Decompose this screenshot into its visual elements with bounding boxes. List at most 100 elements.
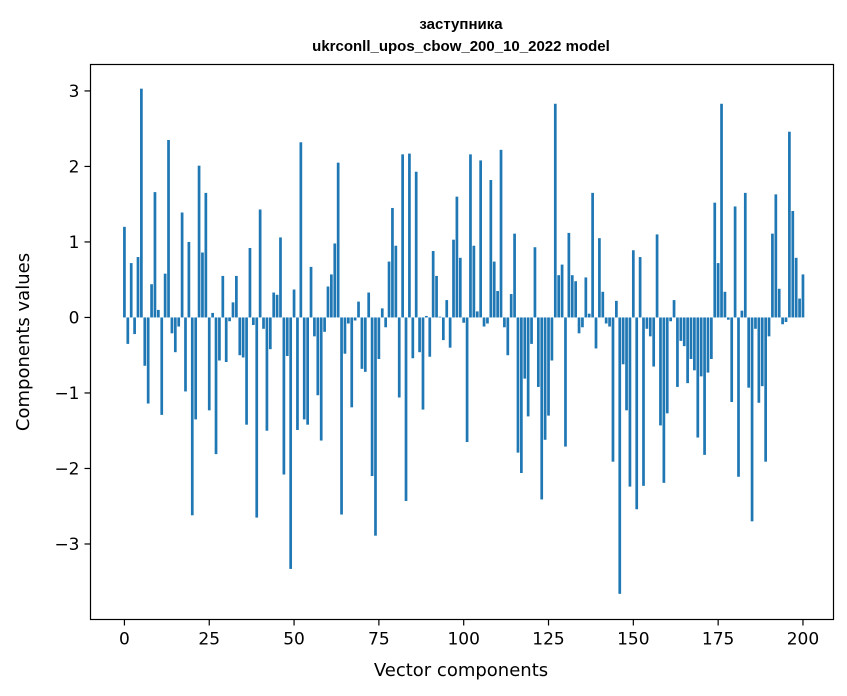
y-tick-label: 0 [69, 308, 80, 328]
bar-110 [496, 291, 499, 318]
bar-114 [509, 294, 513, 318]
bar-132 [570, 275, 574, 318]
bar-67 [350, 317, 354, 408]
bar-47 [282, 317, 286, 475]
bar-170 [699, 317, 703, 377]
bar-150 [631, 250, 635, 318]
bar-56 [313, 317, 316, 337]
bar-37 [248, 247, 252, 318]
y-tick-label: 3 [69, 82, 80, 102]
bar-59 [323, 317, 326, 332]
bar-112 [503, 317, 506, 328]
bar-96 [448, 317, 452, 348]
bar-195 [784, 317, 788, 322]
bar-199 [798, 298, 801, 318]
bar-167 [689, 317, 693, 359]
bar-39 [255, 317, 259, 518]
bar-149 [628, 317, 632, 487]
bar-8 [150, 284, 153, 318]
bar-76 [380, 308, 384, 318]
y-tick-label: −2 [54, 459, 79, 479]
bar-16 [177, 317, 181, 327]
bar-164 [679, 317, 683, 341]
bar-141 [601, 291, 605, 318]
bar-57 [316, 317, 320, 396]
bar-128 [557, 275, 561, 318]
bar-115 [513, 233, 516, 318]
bar-98 [455, 196, 459, 318]
bar-193 [777, 288, 781, 318]
y-ticks-group: −3 −2 −1 0 1 2 3 [54, 82, 91, 555]
bar-19 [187, 241, 191, 318]
bar-124 [543, 317, 547, 440]
bar-196 [788, 131, 791, 318]
bar-4 [136, 257, 140, 318]
bar-49 [289, 317, 293, 569]
bar-194 [781, 317, 784, 325]
bar-106 [482, 317, 486, 327]
bar-103 [472, 245, 476, 318]
bar-83 [404, 317, 408, 501]
bar-174 [713, 202, 717, 318]
bar-117 [520, 317, 523, 474]
x-tick-label: 125 [532, 630, 564, 650]
bar-23 [201, 252, 204, 318]
bar-127 [553, 103, 557, 318]
bar-188 [760, 317, 764, 387]
bar-173 [710, 317, 713, 359]
bar-153 [642, 317, 645, 486]
bar-1 [126, 317, 130, 344]
x-tick-label: 175 [702, 630, 734, 650]
bar-109 [492, 261, 496, 318]
bar-58 [319, 317, 323, 441]
bar-15 [173, 317, 177, 353]
bar-198 [794, 257, 798, 318]
bar-120 [530, 317, 533, 344]
bar-77 [384, 317, 388, 328]
bar-55 [309, 266, 313, 318]
bar-71 [363, 317, 367, 372]
bar-197 [791, 210, 795, 318]
bar-46 [279, 237, 282, 318]
bar-63 [336, 162, 340, 318]
bar-51 [296, 317, 299, 430]
bar-104 [475, 311, 479, 318]
x-tick-label: 200 [787, 630, 819, 650]
y-tick-label: −1 [54, 384, 79, 404]
bar-190 [767, 317, 771, 337]
bar-147 [621, 317, 625, 365]
bar-184 [747, 317, 751, 388]
bar-102 [469, 154, 472, 318]
bar-93 [438, 316, 442, 318]
bar-187 [757, 317, 761, 403]
bar-143 [608, 317, 611, 327]
bar-119 [526, 317, 530, 417]
bar-108 [489, 180, 493, 318]
bar-10 [157, 309, 160, 318]
bar-22 [197, 165, 201, 318]
bar-122 [536, 317, 540, 387]
bar-179 [730, 317, 734, 403]
x-tick-label: 100 [447, 630, 479, 650]
bar-73 [370, 317, 374, 477]
bar-36 [245, 317, 248, 425]
bar-45 [275, 294, 279, 318]
bar-130 [564, 317, 567, 447]
bar-178 [726, 317, 730, 320]
bar-142 [604, 317, 608, 324]
x-tick-label: 75 [368, 630, 390, 650]
bar-53 [302, 317, 306, 420]
y-axis-label: Components values [13, 253, 34, 431]
bar-79 [391, 207, 394, 318]
bar-138 [591, 192, 594, 318]
bar-126 [550, 317, 554, 361]
bar-148 [625, 317, 628, 411]
bar-72 [367, 292, 371, 318]
bar-91 [431, 251, 435, 318]
bar-160 [665, 317, 669, 414]
bar-81 [397, 317, 401, 398]
bar-69 [357, 301, 360, 318]
bar-137 [587, 313, 591, 318]
bar-18 [184, 317, 187, 392]
bar-107 [486, 317, 489, 324]
